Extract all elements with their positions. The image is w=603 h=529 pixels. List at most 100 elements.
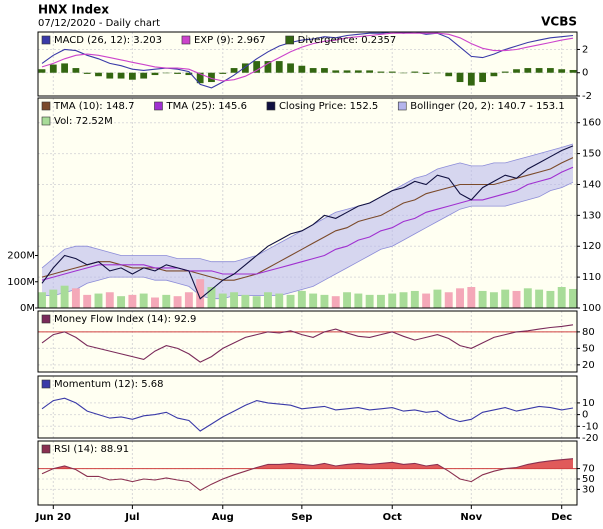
- legend-item: MACD (26, 12): 3.203: [41, 35, 162, 46]
- volume-bar: [410, 290, 419, 308]
- chart-subtitle: 07/12/2020 - Daily chart: [38, 18, 160, 29]
- legend-item: Vol: 72.52M: [41, 116, 113, 127]
- volume-bar: [264, 292, 272, 308]
- panel-momentum: 100-10-20 Momentum (12): 5.68: [37, 375, 598, 444]
- y2-tick-label: 100M: [7, 277, 35, 288]
- volume-bar: [230, 292, 239, 308]
- divergence-bar: [558, 69, 566, 73]
- volume-bar: [365, 294, 374, 308]
- y-tick-label: 100: [582, 303, 601, 314]
- y-tick-label: 30: [582, 484, 595, 495]
- legend-item: TMA (25): 145.6: [154, 101, 247, 112]
- y-tick-label: 140: [582, 179, 601, 190]
- legend-swatch: [41, 379, 51, 389]
- divergence-bar: [321, 68, 328, 73]
- divergence-bar: [434, 72, 441, 74]
- volume-bar: [354, 293, 363, 308]
- divergence-bar: [456, 72, 464, 83]
- volume-bar: [60, 285, 69, 308]
- y-tick-label: -2: [582, 91, 592, 102]
- volume-bar: [399, 292, 408, 308]
- volume-bar: [569, 288, 577, 308]
- legend-item: Money Flow Index (14): 92.9: [41, 314, 196, 325]
- volume-bar: [456, 288, 464, 308]
- legend-swatch: [41, 444, 51, 454]
- series-line: [41, 32, 574, 82]
- legend-label: Divergence: 0.2357: [298, 35, 397, 46]
- divergence-bar: [275, 61, 283, 73]
- volume-bar: [331, 296, 340, 308]
- legend-label: Closing Price: 152.5: [279, 101, 378, 112]
- divergence-bar: [422, 72, 430, 74]
- y-tick-label: 130: [582, 210, 601, 221]
- legend-swatch: [41, 314, 51, 324]
- divergence-bar: [547, 68, 554, 73]
- volume-bar: [184, 292, 193, 308]
- volume-bar: [546, 290, 555, 308]
- legend-swatch: [41, 101, 51, 111]
- plot-area: [38, 458, 577, 492]
- divergence-bar: [253, 61, 261, 73]
- legend-item: Closing Price: 152.5: [266, 101, 378, 112]
- legend-swatch: [397, 101, 407, 111]
- volume-bar: [376, 294, 385, 308]
- legend-swatch: [285, 35, 294, 45]
- volume-bar: [173, 296, 182, 308]
- volume-bar: [83, 294, 92, 308]
- volume-bar: [196, 279, 205, 308]
- series-line: [41, 145, 574, 300]
- plot-area: [38, 32, 577, 89]
- legend-swatch: [41, 116, 51, 126]
- chart-source: VCBS: [541, 15, 577, 29]
- x-tick-label: Dec: [551, 512, 572, 523]
- volume-bar: [557, 287, 566, 308]
- volume-bar: [512, 290, 521, 308]
- volume-bar: [105, 292, 114, 308]
- divergence-bar: [83, 72, 91, 74]
- divergence-bar: [140, 72, 148, 79]
- volume-bar: [523, 288, 532, 308]
- volume-bar: [218, 293, 227, 308]
- volume-bar: [94, 293, 103, 308]
- y2-tick-label: 200M: [7, 251, 35, 262]
- legend-label: Bollinger (20, 2): 140.7 - 153.1: [410, 101, 564, 112]
- divergence-bar: [524, 68, 532, 73]
- y-tick-label: 0: [582, 410, 588, 421]
- divergence-bar: [535, 68, 543, 73]
- divergence-bar: [72, 68, 80, 73]
- plot-area: [38, 324, 577, 363]
- volume-bar: [139, 293, 148, 308]
- series-line: [41, 157, 574, 281]
- x-tick-label: Nov: [460, 512, 482, 523]
- legend-label: RSI (14): 88.91: [54, 444, 129, 455]
- y-tick-label: 50: [582, 474, 595, 485]
- legend-label: TMA (10): 148.7: [53, 101, 134, 112]
- divergence-bar: [162, 72, 170, 74]
- volume-bar: [343, 292, 351, 308]
- volume-bar: [309, 293, 318, 308]
- legend-swatch: [266, 101, 276, 111]
- bollinger-lower: [42, 181, 574, 300]
- divergence-bar: [388, 71, 396, 73]
- panel-background: [38, 311, 577, 372]
- volume-bar: [207, 287, 216, 308]
- y-tick-label: 80: [582, 327, 595, 338]
- volume-bar: [320, 294, 329, 308]
- divergence-bar: [117, 72, 125, 79]
- divergence-bar: [219, 72, 227, 74]
- volume-bar: [433, 289, 442, 308]
- divergence-bar: [106, 72, 114, 79]
- volume-bar: [444, 292, 453, 308]
- volume-bar: [297, 290, 306, 308]
- y2-tick-label: 0M: [20, 303, 35, 314]
- series-line: [41, 32, 574, 89]
- divergence-bar: [513, 69, 520, 73]
- overbought-fill: [53, 458, 573, 469]
- divergence-bar: [151, 72, 159, 76]
- panel-border: [37, 440, 578, 506]
- divergence-bar: [128, 72, 136, 80]
- x-tick-label: Oct: [383, 512, 402, 523]
- divergence-bar: [501, 71, 509, 73]
- divergence-bar: [241, 63, 249, 73]
